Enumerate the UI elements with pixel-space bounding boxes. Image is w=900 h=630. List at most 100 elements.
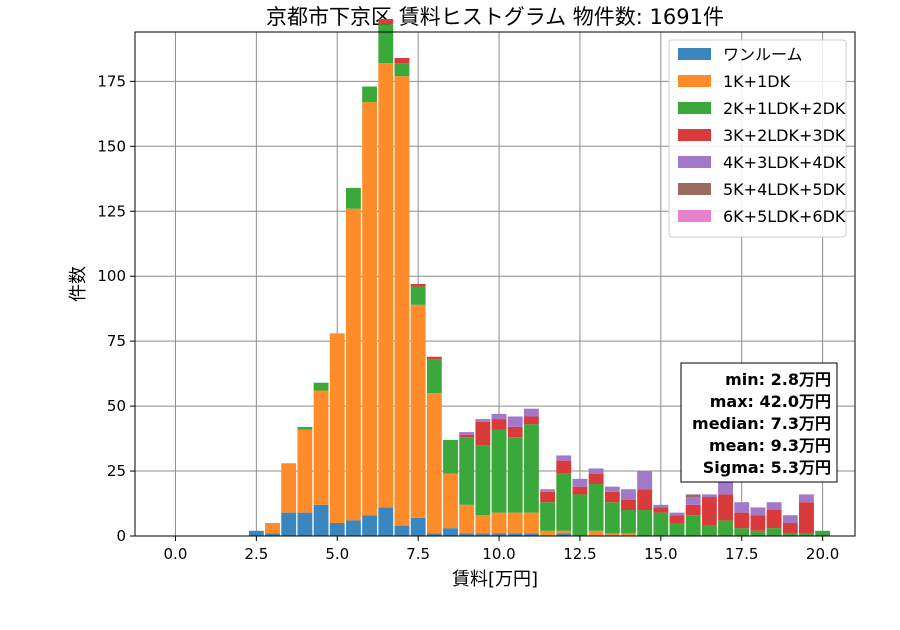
bar-segment (621, 499, 636, 511)
y-axis-ticks: 0 25 50 75 100 125 150 175 (97, 72, 135, 545)
bar-segment (766, 510, 782, 529)
bar-segment (523, 408, 539, 417)
bar-segment (491, 429, 507, 513)
bar-segment (345, 187, 361, 209)
y-tick-label: 100 (97, 267, 126, 285)
bar-segment (507, 426, 523, 438)
bar-segment (329, 523, 345, 536)
bar-segment (750, 507, 766, 516)
bar-segment (443, 473, 458, 529)
bar-segment (410, 517, 426, 536)
bar-segment (588, 473, 604, 485)
bar-segment (540, 491, 556, 503)
legend-frame (668, 39, 847, 238)
bar-segment (604, 486, 620, 492)
bar-segment (378, 63, 394, 508)
bar-segment (426, 359, 442, 394)
bar-segment (507, 512, 523, 534)
bar-segment (394, 63, 410, 77)
bar-segment (669, 512, 685, 516)
bar-segment (637, 471, 653, 490)
legend: ワンルーム 1K+1DK 2K+1LDK+2DK 3K+2LDK+3DK 4K+3LDK… (668, 39, 847, 238)
bar-segment (718, 520, 734, 536)
bar-segment (540, 530, 556, 536)
bar-segment (782, 523, 798, 534)
bar-segment (621, 510, 636, 534)
bar-segment (507, 533, 523, 536)
bar-segment (766, 502, 782, 511)
bar-segment (459, 434, 475, 438)
plot-frame (134, 31, 856, 537)
bar-segment (701, 497, 717, 526)
legend-entry: 2K+1LDK+2DK (723, 99, 846, 118)
bar-segment (362, 102, 378, 516)
bar-segment (766, 528, 782, 536)
bar-segment (475, 533, 491, 536)
bar-segment (637, 489, 653, 511)
bar-segment (459, 533, 475, 536)
bar-segment (685, 497, 701, 505)
bar-segment (685, 494, 701, 498)
bar-segment (345, 520, 361, 536)
x-axis-ticks: 0.0 2.5 5.0 7.5 10.0 12.5 15.0 17.5 20.0 (164, 536, 839, 563)
bar-segment (281, 463, 297, 513)
bar-segment (604, 491, 620, 503)
bar-segment (426, 356, 442, 360)
bar-segment (750, 530, 766, 536)
bar-segment (297, 426, 313, 430)
x-tick-label: 2.5 (244, 545, 268, 563)
legend-swatch (678, 210, 711, 222)
bar-segment (653, 512, 669, 536)
bar-segment (297, 512, 313, 536)
bar-segment (313, 504, 329, 536)
bar-segment (701, 494, 717, 498)
bar-segment (734, 528, 750, 536)
y-tick-label: 175 (97, 72, 126, 90)
bar-segment (815, 530, 831, 536)
stats-line: min: 2.8万円 (725, 370, 831, 389)
x-tick-label: 10.0 (482, 545, 515, 563)
y-tick-label: 50 (107, 397, 126, 415)
bar-segment (362, 515, 378, 536)
bar-segment (410, 304, 426, 518)
bar-segment (556, 455, 572, 461)
y-axis-label: 件数 (68, 266, 89, 302)
bar-segment (394, 76, 410, 526)
bars (248, 19, 831, 536)
bar-segment (475, 445, 491, 516)
stats-line: median: 7.3万円 (692, 414, 831, 433)
x-tick-label: 17.5 (725, 545, 758, 563)
bar-segment (799, 502, 814, 534)
bar-segment (297, 429, 313, 513)
bar-segment (718, 494, 734, 521)
x-tick-label: 0.0 (164, 545, 188, 563)
y-tick-label: 0 (116, 527, 126, 545)
bar-segment (604, 502, 620, 534)
stats-line: mean: 9.3万円 (709, 436, 831, 455)
bar-segment (523, 424, 539, 513)
bar-segment (265, 533, 280, 536)
stats-box: min: 2.8万円 max: 42.0万円 median: 7.3万円 mean: … (680, 362, 838, 483)
bar-segment (556, 530, 572, 534)
bar-segment (604, 533, 620, 536)
bar-segment (653, 504, 669, 508)
bar-segment (556, 473, 572, 531)
bar-segment (685, 504, 701, 516)
bar-segment (394, 525, 410, 536)
bar-segment (572, 478, 588, 487)
bar-segment (572, 494, 588, 536)
bar-segment (782, 533, 798, 536)
bar-segment (685, 515, 701, 536)
bar-segment (750, 515, 766, 531)
bar-segment (362, 86, 378, 103)
bar-segment (701, 525, 717, 536)
bar-segment (313, 382, 329, 391)
x-tick-label: 20.0 (806, 545, 839, 563)
bar-segment (540, 489, 556, 492)
y-tick-label: 25 (107, 462, 126, 480)
bar-segment (588, 468, 604, 474)
legend-swatch (678, 75, 711, 87)
bar-segment (669, 515, 685, 524)
bar-segment (475, 421, 491, 446)
